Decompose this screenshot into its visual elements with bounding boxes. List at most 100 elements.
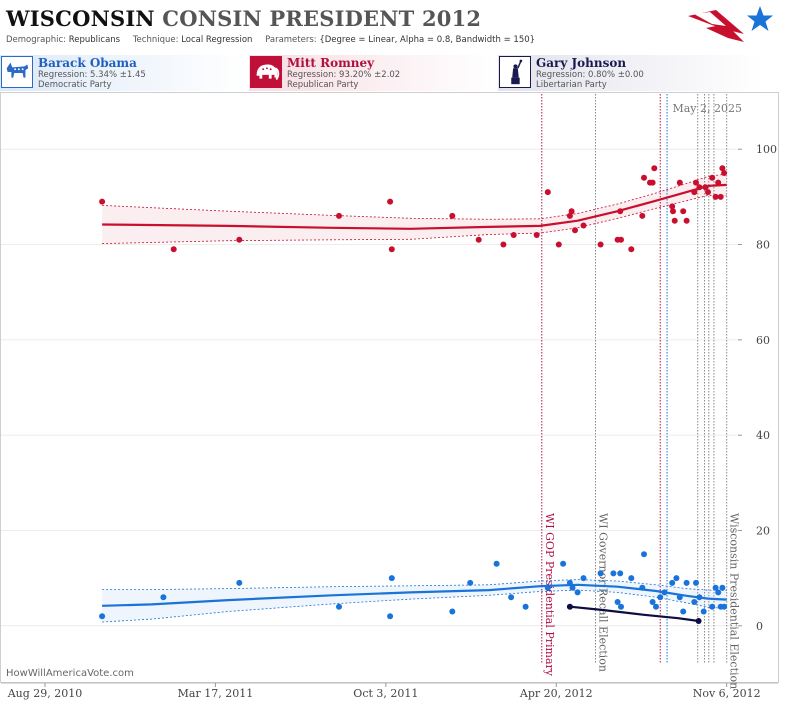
data-point	[597, 241, 604, 248]
data-point	[500, 241, 507, 248]
candidate-johnson[interactable]: Gary Johnson Regression: 0.80% ±0.00 Lib…	[498, 55, 778, 91]
current-date-label: May 2, 2025	[672, 102, 742, 115]
candidate-romney[interactable]: Mitt Romney Regression: 93.20% ±2.02 Rep…	[249, 55, 507, 91]
candidate-regression: Regression: 5.34% ±1.45	[38, 70, 146, 80]
data-point	[544, 584, 551, 591]
data-point	[712, 193, 719, 200]
event-label: WI GOP Presidential Primary	[543, 513, 556, 677]
y-tick-label: 40	[756, 429, 770, 442]
candidate-party: Libertarian Party	[536, 80, 607, 90]
data-point	[683, 217, 690, 224]
data-point	[715, 589, 722, 596]
data-point	[683, 579, 690, 586]
data-point	[669, 579, 676, 586]
title-state: WISCONSIN	[6, 6, 155, 31]
data-point	[99, 613, 106, 620]
candidate-regression: Regression: 93.20% ±2.02	[287, 70, 401, 80]
data-point	[568, 208, 575, 215]
x-tick-label: Mar 17, 2011	[178, 687, 254, 700]
data-point	[709, 174, 716, 181]
data-point	[236, 236, 243, 243]
data-point	[566, 212, 573, 219]
data-point	[449, 212, 456, 219]
statue-of-liberty-icon	[499, 56, 531, 88]
data-point	[680, 608, 687, 615]
data-point	[336, 212, 342, 219]
data-point	[721, 603, 728, 610]
data-point	[653, 603, 659, 610]
donkey-icon	[1, 56, 33, 88]
data-point	[691, 599, 698, 605]
data-point	[387, 198, 394, 205]
data-point	[651, 165, 658, 172]
data-point	[493, 560, 500, 567]
data-point	[693, 579, 699, 586]
y-tick-label: 0	[756, 620, 763, 633]
y-tick-label: 60	[756, 334, 770, 347]
upper-bound-line	[102, 579, 727, 591]
data-point	[569, 584, 576, 591]
data-point	[170, 246, 177, 253]
candidate-name: Gary Johnson	[536, 56, 627, 70]
technique-value: Local Regression	[181, 35, 253, 45]
candidate-name: Barack Obama	[38, 56, 137, 70]
data-point	[696, 184, 703, 191]
data-point	[702, 184, 709, 191]
lower-bound-line	[102, 194, 727, 244]
data-point	[522, 603, 529, 610]
parameters-label: Parameters:	[265, 35, 317, 45]
data-point	[657, 594, 664, 601]
parameters-line: Demographic: Republicans Technique: Loca…	[6, 35, 535, 45]
data-point	[628, 575, 635, 582]
upper-bound-line	[102, 173, 727, 220]
data-point	[676, 179, 683, 186]
demographic-label: Demographic:	[6, 35, 67, 45]
data-point	[387, 613, 394, 620]
data-point	[715, 179, 722, 186]
data-point	[719, 165, 726, 172]
data-point	[700, 608, 707, 615]
candidate-obama[interactable]: Barack Obama Regression: 5.34% ±1.45 Dem…	[0, 55, 258, 91]
data-point	[628, 246, 635, 253]
star-icon	[747, 6, 773, 31]
data-point	[649, 179, 656, 186]
data-point	[717, 193, 724, 200]
data-point	[641, 551, 647, 558]
data-point	[661, 589, 668, 596]
data-point	[614, 599, 621, 605]
parameters-value: {Degree = Linear, Alpha = 0.8, Bandwidth…	[319, 35, 536, 45]
title-rest: CONSIN PRESIDENT 2012	[162, 6, 482, 31]
data-point	[719, 584, 726, 591]
data-point	[680, 208, 687, 215]
data-point	[617, 570, 624, 577]
data-point	[510, 232, 517, 238]
event-label: Wisconsin Presidential Election	[728, 513, 741, 689]
data-point	[572, 227, 578, 234]
data-point	[649, 599, 656, 605]
data-point	[691, 189, 698, 196]
data-point	[693, 179, 699, 186]
site-logo[interactable]	[686, 4, 778, 46]
data-point	[673, 575, 680, 582]
data-point	[574, 589, 581, 596]
data-point	[705, 189, 711, 196]
y-tick-label: 100	[756, 143, 777, 156]
candidate-regression: Regression: 0.80% ±0.00	[536, 70, 644, 80]
x-tick-label: Nov 6, 2012	[693, 687, 761, 700]
data-point	[696, 594, 703, 601]
data-point	[555, 241, 562, 248]
data-point	[709, 603, 716, 610]
data-point	[695, 618, 702, 624]
data-point	[475, 236, 482, 243]
trend-line	[569, 605, 699, 623]
data-point	[160, 594, 167, 601]
data-point	[508, 594, 515, 601]
watermark[interactable]: HowWillAmericaVote.com	[6, 668, 134, 679]
technique-label: Technique:	[132, 35, 179, 45]
data-point	[336, 603, 342, 610]
candidate-party: Republican Party	[287, 80, 359, 90]
candidate-name: Mitt Romney	[287, 56, 375, 70]
data-point	[670, 208, 676, 215]
data-point	[639, 212, 646, 219]
